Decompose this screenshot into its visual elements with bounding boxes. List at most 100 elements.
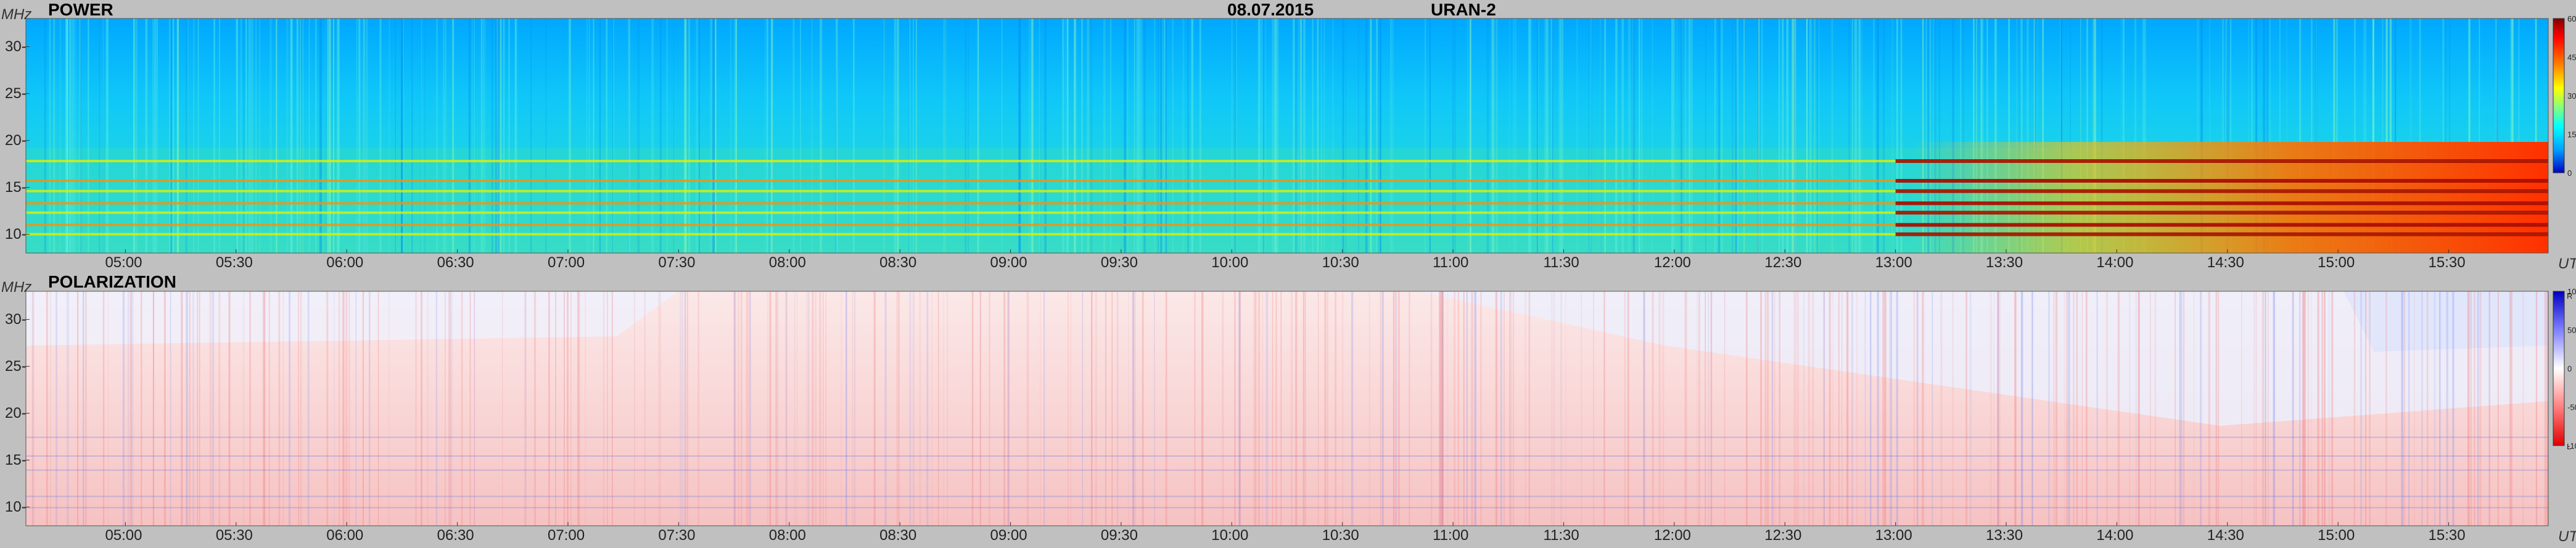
pol-streak [741, 291, 743, 526]
power-streak [1191, 19, 1194, 253]
power-streak [1323, 19, 1325, 253]
power-band-strong [1895, 189, 2548, 193]
power-streak [628, 19, 630, 253]
pol-streak [152, 291, 154, 526]
pol-streak [749, 291, 751, 526]
y-tick-label: 20- [5, 404, 27, 421]
power-streak [835, 19, 838, 253]
power-streak [515, 19, 517, 253]
pol-streak [660, 291, 661, 526]
power-streak [1103, 19, 1106, 253]
pol-streak [2474, 291, 2475, 526]
power-streak [1486, 19, 1489, 253]
power-streak [1492, 19, 1495, 253]
pol-band [26, 436, 2548, 438]
power-xlabel: UT [2558, 255, 2576, 272]
power-streak [1275, 19, 1277, 253]
pol-streak [2303, 291, 2306, 526]
pol-streak [1253, 291, 1255, 526]
power-streak [1029, 19, 1032, 253]
power-streak [712, 19, 713, 253]
pol-streak [1324, 291, 1327, 526]
power-streak [599, 19, 601, 253]
colorbar-r-label: R [2567, 291, 2572, 301]
pol-streak [1095, 291, 1097, 526]
power-streak [684, 19, 687, 253]
power-streak [768, 19, 770, 253]
power-streak [1259, 19, 1261, 253]
pol-streak [1280, 291, 1282, 526]
power-streak [219, 19, 220, 253]
pol-streak [611, 291, 613, 526]
pol-streak [979, 291, 981, 526]
power-band [26, 202, 2548, 205]
pol-streak [122, 291, 125, 526]
power-streak [152, 19, 154, 253]
power-streak [1380, 19, 1381, 253]
power-streak [1786, 19, 1789, 253]
power-streak [965, 19, 966, 253]
power-streak [771, 19, 773, 253]
power-streak [1721, 19, 1723, 253]
power-streak [2419, 19, 2421, 253]
power-streak [363, 19, 366, 253]
power-streak [1925, 19, 1927, 253]
power-streak [2008, 19, 2010, 253]
pol-streak [685, 291, 686, 526]
pol-streak [1112, 291, 1113, 526]
pol-streak [1774, 291, 1776, 526]
pol-streak [873, 291, 876, 526]
power-streak [1562, 19, 1563, 253]
pol-streak [734, 291, 736, 526]
power-streak [2495, 19, 2497, 253]
x-tick-label: 11:30 [1543, 254, 1579, 271]
power-streak [1303, 19, 1306, 253]
pol-streak [1457, 291, 1459, 526]
pol-streak [1856, 291, 1858, 526]
x-tick-label: 09:00 [990, 254, 1027, 271]
power-streak [308, 19, 310, 253]
x-tick-label: 11:00 [1433, 527, 1469, 544]
x-tick-label: 14:30 [2207, 527, 2244, 544]
pol-streak [1917, 291, 1919, 526]
power-streak [1792, 19, 1795, 253]
pol-streak [444, 291, 446, 526]
power-streak [1467, 19, 1469, 253]
pol-streak [2522, 291, 2524, 526]
power-band-strong [1895, 201, 2548, 206]
power-streak [1854, 19, 1858, 253]
pol-streak [1128, 291, 1129, 526]
polarization-colorbar [2553, 291, 2565, 446]
power-streak [2518, 19, 2520, 253]
power-streak [1312, 19, 1314, 253]
x-tick-label: 07:00 [547, 254, 585, 271]
pol-streak [2048, 291, 2050, 526]
power-streak [1962, 19, 1964, 253]
power-streak [1425, 19, 1426, 253]
pol-streak [421, 291, 422, 526]
power-streak [2372, 19, 2374, 253]
power-streak [2266, 19, 2269, 253]
power-streak [338, 19, 340, 253]
pol-streak [469, 291, 471, 526]
pol-streak [2434, 291, 2436, 526]
power-streak [1365, 19, 1368, 253]
power-streak [1735, 19, 1737, 253]
pol-streak [2497, 291, 2499, 526]
pol-streak [141, 291, 142, 526]
pol-streak [1884, 291, 1887, 526]
power-streak [154, 19, 156, 253]
pol-streak [1838, 291, 1840, 526]
power-streak [1681, 19, 1683, 253]
power-streak [2101, 19, 2103, 253]
power-streak [1528, 19, 1531, 253]
power-band-strong [1895, 223, 2548, 227]
pol-streak [524, 291, 527, 526]
power-streak [606, 19, 607, 253]
power-streak [1065, 19, 1067, 253]
power-streak [1044, 19, 1047, 253]
pol-streak [2427, 291, 2428, 526]
pol-streak [307, 291, 310, 526]
power-streak [1994, 19, 1997, 253]
power-streak [363, 19, 365, 253]
